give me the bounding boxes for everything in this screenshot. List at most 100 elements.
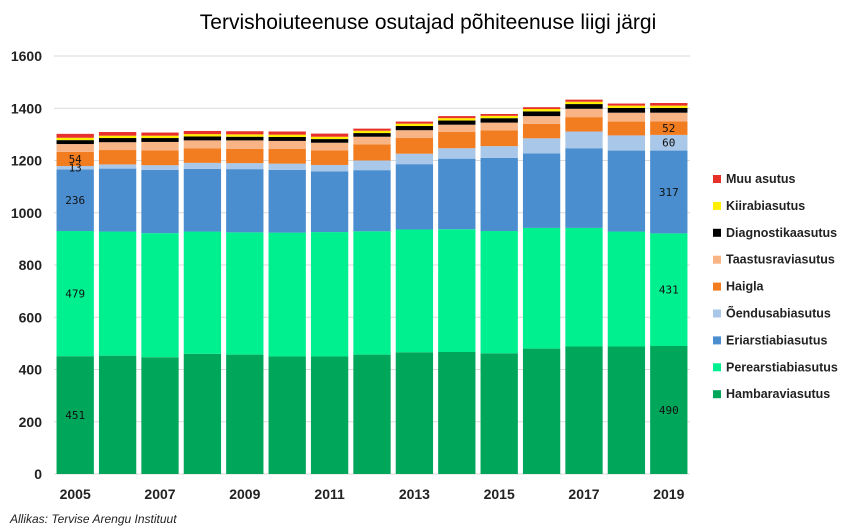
bar-segment [56,137,94,141]
y-tick-label: 1600 [11,48,42,64]
bar-segment [98,231,137,356]
bar-segment [565,108,603,118]
legend-swatch [713,309,721,318]
bar-segment [607,121,646,136]
bar-segment [268,140,306,149]
bar-segment [226,140,264,149]
bar-segment [480,130,518,147]
bar-segment [310,171,349,233]
bar-segment [395,138,434,154]
bar-segment [141,141,179,151]
bar-segment [522,107,561,110]
bar-segment [353,160,391,171]
bar-segment [56,151,94,166]
bar-segment [353,128,391,131]
bar-segment [183,162,222,169]
bar-segment [522,123,561,139]
x-tick-label: 2019 [653,486,684,502]
bar-segment [226,136,264,141]
bar-segment [565,227,603,347]
bar-segment [522,116,561,124]
y-tick-label: 1000 [11,205,42,221]
legend-swatch [713,175,721,183]
legend-swatch [713,336,721,345]
bar-segment [650,233,688,346]
bar-segment [650,107,688,113]
bar-segment [183,130,222,135]
bar-segment [268,134,306,137]
bar-segment [438,229,476,352]
bar-segment [183,353,222,474]
bar-segment [438,118,476,121]
bar-segment [650,112,688,122]
bar-segment [650,345,688,474]
legend-label: Perearstiabiasutus [726,360,838,374]
bar-segment [98,138,137,143]
legend-swatch [713,201,721,210]
bar-segment [183,134,222,137]
bar-segment [353,136,391,145]
bar-segment [183,136,222,141]
bar-segment [56,140,94,145]
y-axis: 0 200 400 600 800 1000 1200 1400 1600 [11,48,42,482]
legend-label: Eriarstiabiasutus [726,333,827,347]
legend-label: Taastusraviasutus [726,253,835,267]
data-label: 236 [65,194,85,207]
y-tick-label: 800 [19,257,43,273]
bar-segment [480,231,518,354]
bar-segment [565,104,603,109]
legend-label: Diagnostikaasutus [726,226,837,240]
bar-segment [565,99,603,102]
y-tick-label: 600 [19,309,43,325]
data-label: 13 [69,162,82,175]
bar-segment [480,122,518,131]
bar-segment [353,133,391,137]
x-tick-label: 2015 [484,486,515,502]
bar-segment [98,355,137,474]
bar-segment [480,118,518,123]
bar-segment [141,138,179,142]
bar-segment [395,164,434,230]
bar-segment [183,148,222,163]
bar-segment [98,164,137,169]
bar-segment [607,346,646,474]
data-label: 451 [65,409,85,422]
y-tick-label: 0 [34,466,42,482]
bar-segment [56,133,94,138]
legend-label: Haigla [726,280,765,294]
bar-segment [480,113,518,116]
bar-segment [141,169,179,234]
bars [56,99,688,474]
bar-segment [395,123,434,127]
y-tick-label: 200 [19,414,43,430]
legend-label: Õendusabiasutus [726,306,831,321]
x-tick-label: 2005 [60,486,91,502]
bar-segment [226,163,264,170]
chart-title: Tervishoiuteenuse osutajad põhiteenuse l… [200,11,656,34]
bar-segment [522,138,561,154]
legend-label: Hambaraviasutus [726,387,830,401]
data-label: 431 [659,284,679,297]
bar-segment [353,231,391,355]
bar-segment [480,353,518,474]
bar-segment [565,346,603,474]
data-label: 54 [69,153,83,166]
bar-segment [565,117,603,132]
bar-segment [310,356,349,474]
bar-segment [141,165,179,170]
bar-segment [141,150,179,166]
bar-segment [438,148,476,159]
bar-segment [226,131,264,135]
y-tick-label: 1400 [11,100,42,116]
bar-segment [607,135,646,151]
x-tick-label: 2011 [314,486,345,502]
x-tick-label: 2013 [399,486,430,502]
bar-segment [310,133,349,137]
x-axis: 2005 2007 2009 2011 2013 2015 2017 2019 [60,486,685,502]
bar-segment [650,134,688,151]
legend-swatch [713,255,721,264]
bar-segment [438,351,476,474]
bar-segment [395,121,434,124]
bar-segment [56,144,94,152]
